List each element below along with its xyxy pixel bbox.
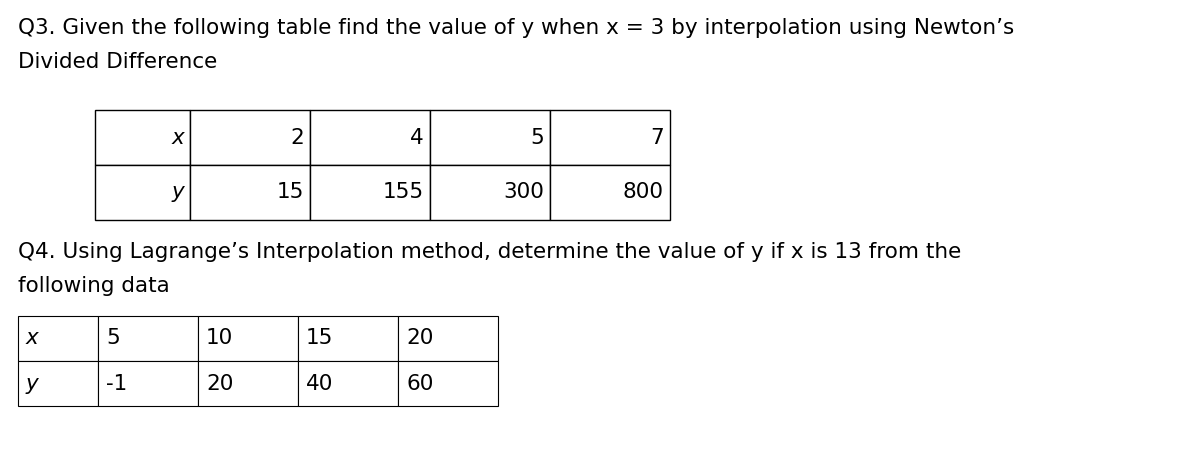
Text: 5: 5 [531,128,544,147]
Text: 40: 40 [305,374,333,393]
Text: 800: 800 [623,182,664,203]
Text: Q3. Given the following table find the value of y when x = 3 by interpolation us: Q3. Given the following table find the v… [18,18,1015,38]
Bar [95,165,190,220]
Text: x: x [171,128,184,147]
Bar [98,316,198,361]
Text: -1: -1 [105,374,127,393]
Text: 20: 20 [406,328,434,349]
Bar [398,361,498,406]
Text: Divided Difference: Divided Difference [18,52,217,72]
Text: 300: 300 [503,182,544,203]
Bar [310,165,430,220]
Text: 15: 15 [305,328,333,349]
Bar [550,165,670,220]
Text: 10: 10 [206,328,234,349]
Text: y: y [171,182,184,203]
Bar [430,165,550,220]
Bar [198,361,298,406]
Bar [18,316,98,361]
Text: y: y [26,374,38,393]
Bar [198,316,298,361]
Bar [190,165,310,220]
Bar [550,110,670,165]
Text: 2: 2 [290,128,304,147]
Text: 5: 5 [105,328,120,349]
Text: 15: 15 [277,182,304,203]
Bar [398,316,498,361]
Text: 7: 7 [651,128,664,147]
Bar [298,361,398,406]
Text: 60: 60 [406,374,434,393]
Bar [98,361,198,406]
Bar [298,316,398,361]
Text: following data: following data [18,276,170,296]
Text: x: x [26,328,38,349]
Bar [18,361,98,406]
Bar [430,110,550,165]
Text: 155: 155 [383,182,424,203]
Bar [190,110,310,165]
Bar [310,110,430,165]
Text: Q4. Using Lagrange’s Interpolation method, determine the value of y if x is 13 f: Q4. Using Lagrange’s Interpolation metho… [18,242,961,262]
Text: 4: 4 [410,128,424,147]
Bar [95,110,190,165]
Text: 20: 20 [206,374,234,393]
